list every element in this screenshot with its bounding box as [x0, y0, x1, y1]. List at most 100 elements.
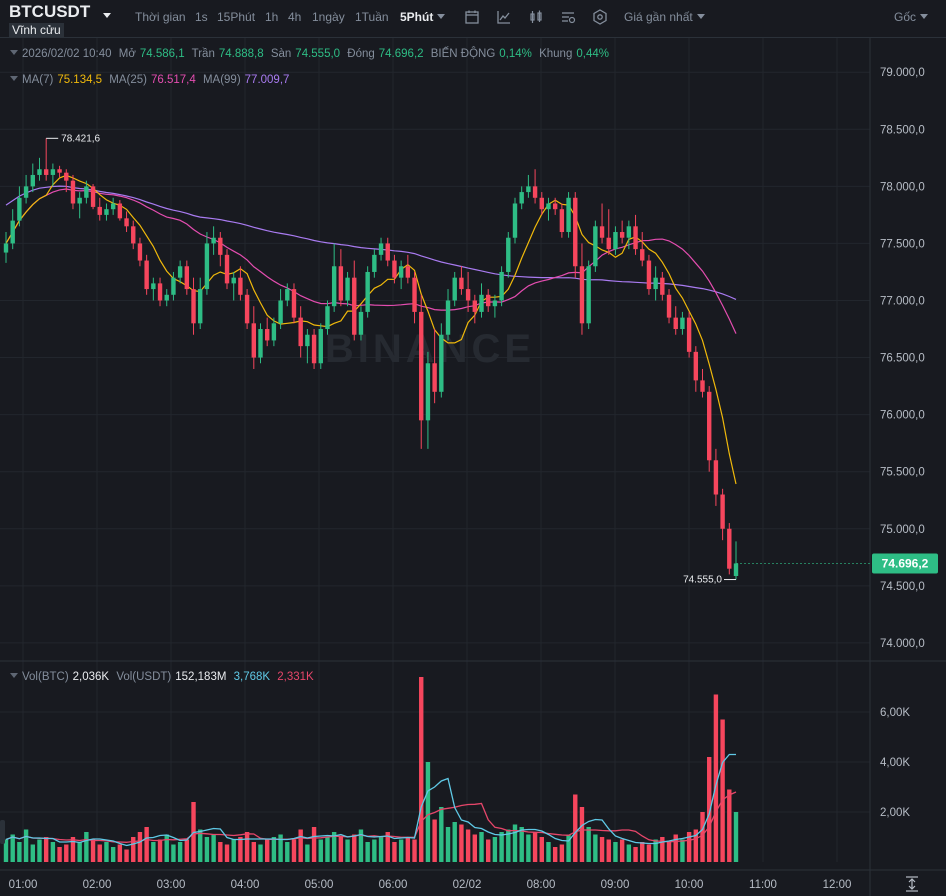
interval-1s[interactable]: 1s — [195, 10, 208, 24]
candle-body — [70, 180, 76, 204]
volume-bar — [164, 834, 169, 862]
candle-body — [331, 266, 337, 307]
volume-ma2-line — [5, 791, 737, 843]
vol-btc-label: Vol(BTC) — [22, 671, 69, 683]
candle — [305, 329, 310, 364]
candle-body — [358, 311, 364, 335]
candle — [459, 266, 464, 295]
candle — [271, 317, 277, 347]
candle-body — [144, 260, 149, 290]
calendar-icon[interactable] — [464, 9, 480, 25]
candle-body — [204, 243, 210, 290]
candle — [224, 249, 230, 290]
settings-list-icon[interactable] — [560, 9, 576, 25]
interval-1d[interactable]: 1ngày — [312, 10, 345, 24]
candle-body — [619, 232, 625, 238]
scale-mode-dropdown-icon — [920, 14, 929, 19]
price-type-label: Giá gần nhất — [624, 10, 693, 24]
volume-bar — [184, 839, 190, 862]
indicator-icon[interactable] — [496, 9, 512, 25]
candle — [37, 157, 42, 181]
time-tick-label: 08:00 — [527, 879, 556, 891]
candle-body — [218, 237, 223, 255]
volume-bar — [686, 832, 692, 862]
ma-collapse-icon[interactable] — [10, 76, 18, 81]
candle — [707, 386, 712, 472]
volume-tick-label: 2,00K — [880, 807, 910, 819]
volume-bar — [439, 807, 444, 862]
candle-body — [311, 334, 317, 364]
interval-1h[interactable]: 1h — [265, 10, 279, 24]
candle — [626, 220, 632, 250]
gear-icon[interactable] — [592, 9, 608, 25]
volume-bar — [311, 827, 317, 862]
candle — [492, 294, 498, 318]
candle-body — [519, 192, 524, 204]
interval-15m[interactable]: 15Phút — [217, 10, 256, 24]
candle — [298, 306, 303, 358]
candle — [720, 488, 725, 541]
candle-body — [97, 206, 102, 215]
volume-bar — [653, 839, 658, 862]
volume-bar — [231, 839, 236, 862]
volume-bar — [633, 847, 638, 862]
candle — [378, 237, 384, 261]
candle — [184, 260, 190, 295]
candle — [432, 329, 437, 404]
volume-bar — [465, 829, 471, 862]
candle — [57, 165, 62, 178]
candle — [345, 271, 350, 307]
candle — [144, 254, 149, 295]
symbol-dropdown-icon[interactable] — [103, 13, 111, 18]
candle-body — [372, 254, 377, 272]
candle — [23, 174, 29, 204]
volume-collapse-icon[interactable] — [10, 673, 18, 678]
candle — [258, 323, 263, 364]
candle — [318, 323, 323, 369]
volume-bar — [660, 837, 665, 862]
candle — [30, 163, 35, 193]
candle — [10, 209, 15, 250]
interval-4h[interactable]: 4h — [288, 10, 302, 24]
interval-1w[interactable]: 1Tuần — [355, 10, 389, 24]
candle-body — [37, 169, 42, 175]
candle-body — [157, 283, 163, 301]
candle — [405, 254, 411, 284]
fit-content-icon[interactable] — [906, 876, 918, 892]
volume-bar — [526, 834, 531, 862]
range-value: 0,44% — [576, 48, 609, 60]
candle-body — [352, 277, 357, 335]
candle-body — [84, 186, 89, 198]
candle-body — [117, 203, 123, 219]
candle-body — [586, 266, 591, 324]
price-type-select[interactable]: Giá gần nhất — [624, 10, 705, 24]
scale-mode-select[interactable]: Gốc — [894, 10, 929, 24]
volume-bar — [579, 807, 585, 862]
candle — [593, 220, 598, 272]
candle — [479, 283, 484, 318]
candle-body — [271, 323, 277, 341]
candle — [90, 184, 96, 210]
last-price-badge — [872, 553, 938, 574]
fit-icon-arrow-down — [908, 885, 916, 890]
ma99-line — [5, 185, 737, 300]
candle-body — [258, 329, 263, 358]
candle-body — [291, 289, 297, 318]
volume-bar — [378, 837, 384, 862]
candle — [686, 311, 692, 358]
volume-bar — [37, 839, 42, 862]
volume-bar — [358, 829, 364, 862]
candle — [110, 197, 116, 215]
candle-type-icon[interactable] — [528, 9, 544, 25]
symbol-title[interactable]: BTCUSDT — [9, 2, 91, 21]
open-label: Mở — [118, 48, 136, 60]
volume-bar — [452, 822, 457, 862]
candle-body — [10, 220, 15, 244]
volume-bar — [425, 762, 431, 862]
candle — [311, 329, 317, 369]
volume-bar — [84, 832, 89, 862]
interval-active-5m[interactable]: 5Phút — [400, 10, 446, 24]
collapse-icon[interactable] — [10, 50, 18, 55]
price-tick-label: 76.000,0 — [880, 410, 925, 422]
